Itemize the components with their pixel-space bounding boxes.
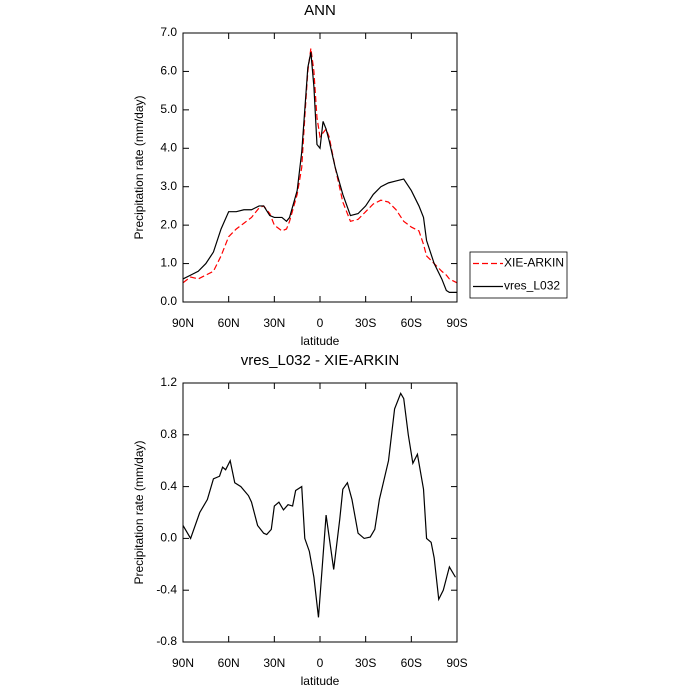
y-axis-label: Precipitation rate (mm/day) — [132, 440, 146, 584]
y-tick-label: 1.2 — [160, 375, 177, 389]
y-tick-label: 7.0 — [160, 25, 177, 39]
data-line — [182, 391, 456, 618]
y-tick-label: -0.8 — [156, 634, 177, 648]
y-tick-label: 2.0 — [160, 217, 177, 231]
y-tick-label: 6.0 — [160, 64, 177, 78]
plot-frame — [182, 382, 458, 643]
x-tick-label: 90N — [172, 656, 194, 670]
chart-title: ANN — [304, 2, 336, 19]
x-tick-label: 0 — [317, 656, 324, 670]
y-tick-label: 0.8 — [160, 427, 177, 441]
x-tick-label: 60S — [401, 656, 422, 670]
y-tick-label: 0.0 — [160, 531, 177, 545]
legend-label: vres_L032 — [504, 279, 560, 293]
chart-title: vres_L032 - XIE-ARKIN — [241, 352, 399, 369]
y-tick-label: 3.0 — [160, 179, 177, 193]
x-axis-label: latitude — [301, 674, 340, 688]
x-tick-label: 60N — [218, 656, 240, 670]
x-tick-label: 30S — [355, 656, 376, 670]
legend-label: XIE-ARKIN — [504, 256, 564, 270]
y-tick-label: 4.0 — [160, 140, 177, 154]
x-tick-label: 30S — [355, 316, 376, 330]
y-tick-label: -0.4 — [156, 582, 177, 596]
x-tick-label: 60S — [401, 316, 422, 330]
y-tick-label: 0.0 — [160, 294, 177, 308]
data-line — [182, 48, 458, 284]
x-tick-label: 30N — [263, 316, 285, 330]
x-axis-label: latitude — [301, 334, 340, 348]
x-tick-label: 60N — [218, 316, 240, 330]
y-tick-label: 0.4 — [160, 479, 177, 493]
x-tick-label: 90S — [446, 316, 467, 330]
x-tick-label: 90N — [172, 316, 194, 330]
y-axis-label: Precipitation rate (mm/day) — [132, 95, 146, 239]
x-tick-label: 30N — [263, 656, 285, 670]
x-tick-label: 0 — [317, 316, 324, 330]
x-tick-label: 90S — [446, 656, 467, 670]
y-tick-label: 5.0 — [160, 102, 177, 116]
legend-box — [469, 251, 568, 299]
plot-frame — [182, 32, 458, 303]
data-line — [182, 52, 457, 293]
y-tick-label: 1.0 — [160, 256, 177, 270]
